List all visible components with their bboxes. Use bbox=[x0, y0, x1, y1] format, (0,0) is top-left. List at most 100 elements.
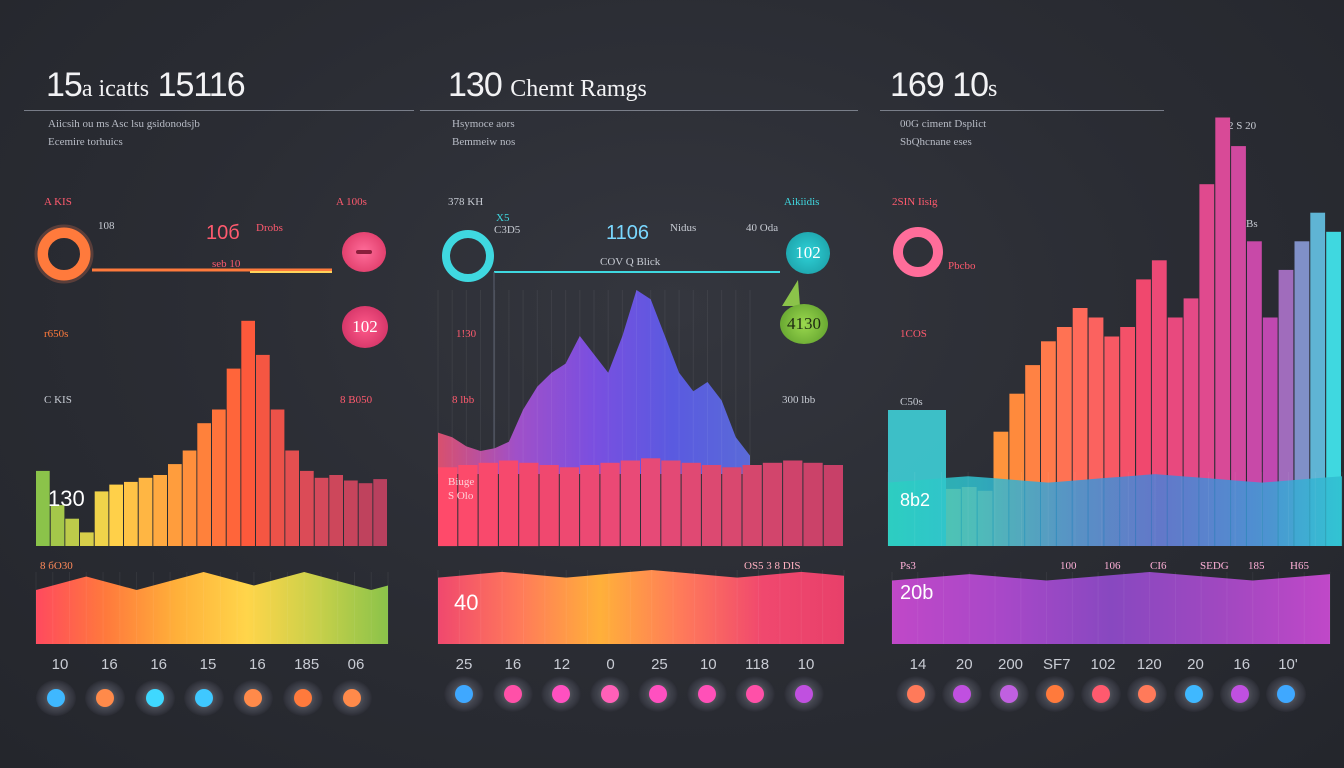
c1-bar-15 bbox=[256, 354, 270, 546]
legend-dot[interactable] bbox=[784, 676, 824, 712]
panel-2-subtitle-1: Hsymoce aors bbox=[452, 118, 515, 130]
x-tick-label: SF7 bbox=[1042, 656, 1071, 673]
panel-2-label-5: Nidus bbox=[670, 222, 697, 234]
legend-dot[interactable] bbox=[1173, 676, 1214, 712]
legend-dot[interactable] bbox=[686, 676, 727, 712]
c3-bar-17 bbox=[1215, 117, 1231, 546]
x-tick-label: 10 bbox=[51, 656, 69, 673]
c2-bar-13 bbox=[701, 465, 722, 546]
legend-dot[interactable] bbox=[85, 680, 126, 716]
legend-dot-fill bbox=[1277, 685, 1295, 703]
legend-dot-fill bbox=[1184, 685, 1203, 703]
panel-1-subtitle-2: Ecemire torhuics bbox=[48, 136, 123, 148]
x-tick-label: 118 bbox=[745, 656, 770, 673]
c3-bar-22 bbox=[1294, 241, 1310, 547]
panel-3-x-ticks: 14 20 200 SF7 102 120 20 16 10' bbox=[860, 656, 1344, 676]
legend-dot-fill bbox=[343, 689, 361, 707]
panel-2-label-8: COV Q Blick bbox=[600, 256, 661, 268]
c3-bar-23 bbox=[1310, 212, 1326, 546]
panel-3-label-11: SEDG bbox=[1200, 560, 1229, 572]
panel-2: 130 Chemt Ramgs Hsymoce aors Bemmeiw nos… bbox=[420, 0, 860, 768]
panel-3-label-3: Bs bbox=[1246, 218, 1258, 230]
c1-bar-0 bbox=[36, 470, 50, 546]
panel-2-label-9: 1!30 bbox=[456, 328, 476, 340]
legend-dot[interactable] bbox=[589, 676, 630, 712]
legend-dot[interactable] bbox=[233, 680, 274, 716]
legend-dot[interactable] bbox=[735, 676, 776, 712]
x-tick-label: 16 bbox=[100, 656, 118, 673]
legend-dot[interactable] bbox=[1034, 676, 1075, 712]
panel-1-title-rule bbox=[24, 110, 414, 111]
legend-dot[interactable] bbox=[282, 680, 323, 716]
legend-dot-fill bbox=[244, 689, 263, 707]
legend-dot-fill bbox=[999, 685, 1018, 703]
c2-bar-4 bbox=[519, 462, 539, 547]
legend-dot[interactable] bbox=[1219, 676, 1260, 712]
legend-dot[interactable] bbox=[444, 676, 484, 712]
panel-1-value-badge: 102 bbox=[342, 306, 388, 348]
panel-3-label-7: Ps3 bbox=[900, 560, 916, 572]
legend-dot[interactable] bbox=[332, 680, 372, 716]
x-tick-label: 10 bbox=[699, 656, 717, 673]
panel-2-value-main: 1106 bbox=[606, 222, 650, 244]
c2-band bbox=[438, 570, 844, 644]
legend-dot[interactable] bbox=[988, 676, 1029, 712]
c1-bar-12 bbox=[212, 409, 226, 546]
legend-dot[interactable] bbox=[1266, 676, 1306, 712]
legend-dot-fill bbox=[1138, 685, 1157, 703]
legend-dot-fill bbox=[907, 685, 925, 703]
legend-dot[interactable] bbox=[184, 680, 224, 716]
panel-2-subtitle-2: Bemmeiw nos bbox=[452, 136, 516, 148]
panel-3-label-5: 1COS bbox=[900, 328, 927, 340]
legend-dot[interactable] bbox=[942, 676, 983, 712]
c3-bar-18 bbox=[1231, 146, 1246, 546]
panel-2-teal-badge: 102 bbox=[786, 232, 830, 274]
panel-3-label-6: C50s bbox=[900, 396, 923, 408]
panel-3-label-1: 2 S 20 bbox=[1228, 120, 1257, 132]
c1-bar-13 bbox=[226, 368, 241, 546]
c2-bar-1 bbox=[458, 465, 478, 546]
c2-bar-2 bbox=[478, 462, 498, 547]
x-tick-label: 20 bbox=[1187, 656, 1204, 673]
x-tick-label: 102 bbox=[1090, 656, 1116, 673]
legend-dot[interactable] bbox=[492, 676, 533, 712]
panel-3-label-12: 185 bbox=[1248, 560, 1265, 572]
panel-1-label-5: Drobs bbox=[256, 222, 283, 234]
x-tick-label: 185 bbox=[294, 656, 320, 673]
legend-dot[interactable] bbox=[541, 676, 582, 712]
panel-1-label-2: A 100s bbox=[336, 196, 367, 208]
panel-2-inbar-value: 40 bbox=[454, 590, 479, 615]
c1-band bbox=[36, 572, 388, 644]
x-tick-label: 25 bbox=[455, 656, 473, 673]
legend-dot[interactable] bbox=[36, 680, 76, 716]
panel-3: 169 10s 00G ciment Dsplict SbQhcnane ese… bbox=[860, 0, 1344, 768]
legend-dot-fill bbox=[600, 685, 619, 703]
legend-dot[interactable] bbox=[1127, 676, 1168, 712]
legend-dot-fill bbox=[293, 689, 312, 707]
c1-bar-8 bbox=[153, 475, 167, 546]
panel-3-label-13: H65 bbox=[1290, 560, 1309, 572]
legend-dot-fill bbox=[795, 685, 813, 703]
c1-bar-9 bbox=[168, 464, 182, 546]
legend-dot[interactable] bbox=[638, 676, 679, 712]
c1-bar-11 bbox=[197, 423, 211, 546]
c2-bar-3 bbox=[498, 460, 519, 546]
panel-1-label-7: r650s bbox=[44, 328, 69, 340]
panel-1-value-main: 10б bbox=[206, 222, 240, 244]
legend-dot[interactable] bbox=[1081, 676, 1121, 712]
panel-2-label-4: Aikiidis bbox=[784, 196, 820, 208]
legend-dot[interactable] bbox=[896, 676, 936, 712]
c2-bar-18 bbox=[803, 462, 823, 547]
legend-dot[interactable] bbox=[134, 680, 175, 716]
panel-3-title-small: s bbox=[988, 76, 998, 102]
c3-bar-24 bbox=[1326, 231, 1341, 547]
legend-dot-fill bbox=[649, 685, 668, 703]
c3-overlay bbox=[888, 474, 1342, 546]
panel-1-label-6: seb 10 bbox=[212, 258, 241, 270]
c3-band bbox=[892, 572, 1330, 644]
legend-dot-fill bbox=[1045, 685, 1064, 703]
panel-1-label-9: 8 B050 bbox=[340, 394, 373, 406]
c1-bar-1 bbox=[50, 505, 65, 546]
c2-bar-17 bbox=[783, 460, 803, 546]
panel-1-label-8: C KIS bbox=[44, 394, 72, 406]
